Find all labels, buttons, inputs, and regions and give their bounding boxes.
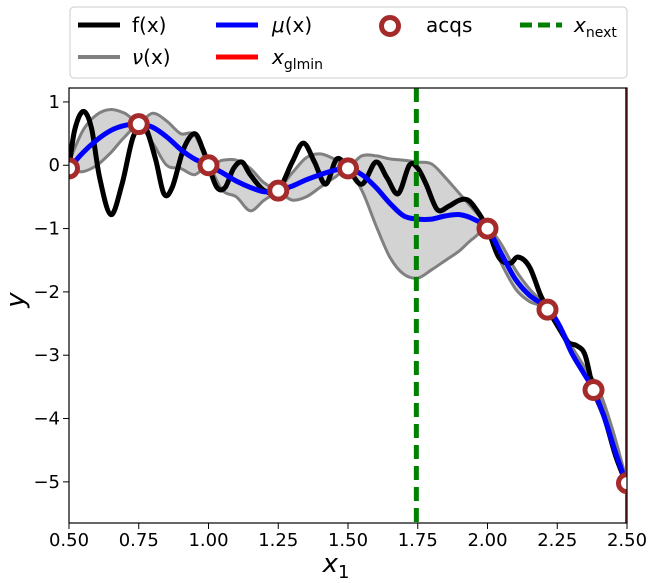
y-tick-label: 0: [49, 155, 60, 176]
y-tick-label: −3: [33, 345, 60, 366]
y-axis-label: y: [1, 292, 31, 309]
acq-point: [536, 298, 559, 321]
x-tick-label: 1.50: [328, 530, 368, 551]
acq-point: [197, 154, 220, 177]
acq-point: [582, 379, 605, 402]
x-tick-label: 2.50: [607, 530, 647, 551]
acq-point: [69, 157, 80, 180]
legend-acqs-marker: [379, 15, 401, 37]
acq-point: [267, 179, 290, 202]
x-tick-label: 0.75: [119, 530, 159, 551]
legend-nu-label: ν(x): [132, 45, 171, 69]
legend-f-label: f(x): [132, 13, 166, 37]
x-tick-label: 1.25: [258, 530, 298, 551]
y-tick-label: −4: [33, 409, 60, 430]
y-axis: 1 0 −1 −2 −3 −4 −5: [33, 92, 69, 493]
legend-glmin-label: xglmin: [271, 45, 323, 73]
y-tick-label: −2: [33, 282, 60, 303]
legend-next-label: xnext: [573, 13, 617, 41]
legend-acqs-label: acqs: [426, 13, 472, 37]
legend: f(x) ν(x) μ(x) xglmin acqs xnext: [69, 6, 628, 79]
x-tick-label: 2.25: [537, 530, 577, 551]
acq-point: [476, 217, 499, 240]
x-tick-label: 0.50: [49, 530, 89, 551]
plot-data: [69, 88, 627, 523]
y-tick-label: −5: [33, 472, 60, 493]
legend-frame: [69, 6, 628, 79]
x-axis: 0.50 0.75 1.00 1.25 1.50 1.75 2.00 2.25 2.50: [49, 523, 647, 551]
y-tick-label: 1: [49, 92, 60, 113]
legend-mu-label: μ(x): [271, 13, 312, 37]
acq-point: [127, 113, 150, 136]
acq-point: [337, 157, 359, 180]
x-axis-label: x1: [322, 549, 350, 583]
x-tick-label: 2.00: [467, 530, 507, 551]
y-tick-label: −1: [33, 219, 60, 240]
acq-point: [616, 472, 627, 495]
x-tick-label: 1.75: [398, 530, 438, 551]
x-tick-label: 1.00: [188, 530, 228, 551]
